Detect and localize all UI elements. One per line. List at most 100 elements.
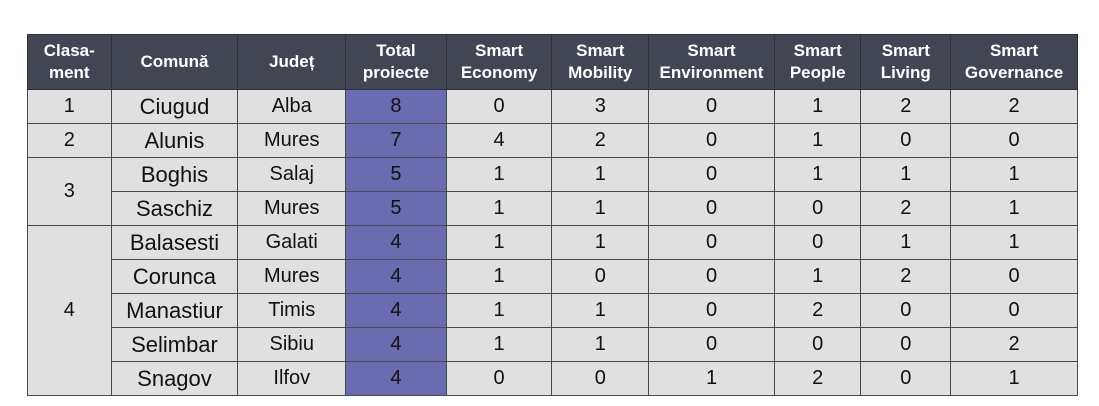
living-cell: 0: [860, 361, 952, 396]
table-row: 3 Boghis Salaj 5 1 1 0 1 1 1: [27, 157, 1078, 226]
total-cell: 4: [345, 225, 447, 260]
column-header-label: Smart: [793, 41, 842, 60]
column-header-label: Economy: [460, 63, 538, 82]
county-cell: Salaj: [237, 157, 347, 192]
economy-cell: 1: [445, 327, 553, 362]
column-header-mobility: Smart Mobility: [551, 34, 650, 90]
column-header-county: Județ: [237, 34, 347, 90]
economy-cell: 1: [445, 293, 553, 328]
governance-cell: 1: [950, 225, 1078, 260]
county-cell: Mures: [237, 259, 347, 294]
people-cell: 2: [773, 293, 862, 328]
environment-cell: 0: [648, 123, 775, 158]
economy-cell: 4: [445, 123, 553, 158]
people-cell: 1: [773, 259, 862, 294]
governance-cell: 2: [950, 89, 1078, 124]
column-header-label: Smart: [576, 41, 625, 60]
commune-cell: Selimbar: [110, 327, 239, 362]
table-row: Corunca Mures 4 1 0 0 1 2 0: [28, 259, 1078, 294]
total-cell: 4: [345, 293, 447, 328]
table-body: 1 Ciugud Alba 8 0 3 0 1 2 2 2 Alunis Mures 7 4 2 0 1 0 0 3 Bo…: [27, 89, 1078, 396]
living-cell: 0: [860, 327, 952, 362]
column-header-label: ment: [48, 63, 90, 82]
economy-cell: 0: [445, 361, 553, 396]
column-header-label: proiecte: [362, 63, 429, 82]
total-cell: 8: [345, 89, 447, 124]
column-header-label: Smart: [989, 41, 1039, 60]
commune-cell: Balasesti: [110, 225, 239, 260]
commune-cell: Saschiz: [110, 191, 239, 226]
table-row: Selimbar Sibiu 4 1 1 0 0 0 2: [28, 327, 1078, 362]
county-cell: Mures: [237, 123, 347, 158]
total-cell: 5: [345, 157, 447, 192]
governance-cell: 1: [950, 191, 1078, 226]
column-header-governance: Smart Governance: [950, 34, 1078, 90]
living-cell: 1: [860, 225, 952, 260]
mobility-cell: 1: [551, 191, 650, 226]
county-cell: Galati: [237, 225, 347, 260]
rank-cell: 3: [27, 157, 112, 226]
commune-cell: Alunis: [110, 123, 239, 158]
commune-cell: Corunca: [110, 259, 239, 294]
column-header-rank: Clasa-ment: [27, 34, 112, 90]
environment-cell: 0: [648, 89, 775, 124]
living-cell: 2: [860, 89, 952, 124]
people-cell: 0: [773, 191, 862, 226]
governance-cell: 0: [950, 259, 1078, 294]
column-header-total: Total proiecte: [345, 34, 447, 90]
environment-cell: 0: [648, 293, 775, 328]
column-header-economy: Smart Economy: [445, 34, 553, 90]
total-cell: 4: [345, 327, 447, 362]
living-cell: 2: [860, 191, 952, 226]
mobility-cell: 0: [551, 259, 650, 294]
mobility-cell: 1: [551, 157, 650, 192]
economy-cell: 1: [445, 157, 553, 192]
economy-cell: 1: [445, 259, 553, 294]
column-header-label: People: [789, 63, 846, 82]
economy-cell: 0: [445, 89, 553, 124]
environment-cell: 0: [648, 327, 775, 362]
commune-cell: Ciugud: [110, 89, 239, 124]
commune-cell: Manastiur: [110, 293, 239, 328]
people-cell: 0: [773, 327, 862, 362]
county-cell: Timis: [237, 293, 347, 328]
people-cell: 1: [773, 123, 862, 158]
table-row: 2 Alunis Mures 7 4 2 0 1 0 0: [27, 123, 1078, 158]
governance-cell: 0: [950, 123, 1078, 158]
living-cell: 2: [860, 259, 952, 294]
column-header-commune: Comună: [110, 34, 239, 90]
people-cell: 1: [773, 89, 862, 124]
mobility-cell: 1: [551, 225, 650, 260]
column-header-label: Mobility: [568, 63, 633, 82]
column-header-people: Smart People: [773, 34, 862, 90]
economy-cell: 1: [445, 191, 553, 226]
column-header-environment: Smart Environment: [648, 34, 775, 90]
living-cell: 1: [860, 157, 952, 192]
total-cell: 7: [345, 123, 447, 158]
mobility-cell: 3: [551, 89, 650, 124]
environment-cell: 0: [648, 259, 775, 294]
column-header-label: Living: [880, 63, 931, 82]
county-cell: Alba: [237, 89, 347, 124]
people-cell: 0: [773, 225, 862, 260]
environment-cell: 0: [648, 225, 775, 260]
county-cell: Sibiu: [237, 327, 347, 362]
table-row: Manastiur Timis 4 1 1 0 2 0 0: [28, 293, 1078, 328]
governance-cell: 1: [950, 157, 1078, 192]
rank-cell: 2: [27, 123, 112, 158]
total-cell: 4: [345, 361, 447, 396]
rank-cell: 1: [27, 89, 112, 124]
commune-cell: Snagov: [110, 361, 239, 396]
governance-cell: 1: [950, 361, 1078, 396]
total-cell: 4: [345, 259, 447, 294]
people-cell: 1: [773, 157, 862, 192]
environment-cell: 0: [648, 191, 775, 226]
header-row: Clasa-ment Comună Județ Total proiecte Smart E…: [27, 34, 1078, 90]
environment-cell: 0: [648, 157, 775, 192]
column-header-label: Smart: [475, 41, 524, 60]
mobility-cell: 1: [551, 293, 650, 328]
mobility-cell: 1: [551, 327, 650, 362]
mobility-cell: 2: [551, 123, 650, 158]
ranking-table: Clasa-ment Comună Județ Total proiecte Smart E…: [27, 34, 1078, 396]
environment-cell: 1: [648, 361, 775, 396]
